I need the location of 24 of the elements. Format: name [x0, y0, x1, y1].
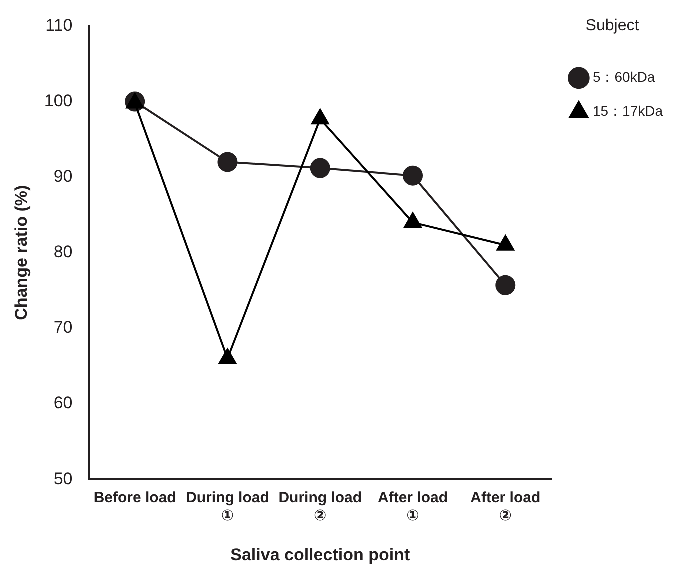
y-tick-label: 80: [54, 242, 73, 262]
point: [310, 158, 330, 178]
point: [496, 235, 514, 251]
x-tick-label: After load ②: [470, 490, 541, 525]
point: [403, 166, 423, 186]
legend-label: 15：17kDa: [592, 103, 664, 120]
point: [404, 212, 422, 228]
y-axis-title: Change ratio (%): [12, 185, 31, 320]
x-tick-label: After load ①: [378, 490, 448, 525]
y-tick-label: 70: [54, 318, 73, 338]
point: [218, 348, 237, 364]
point: [218, 152, 238, 172]
y-tick-label: 50: [54, 469, 73, 488]
y-tick-label: 100: [44, 91, 73, 110]
x-axis-title: Saliva collection point: [230, 545, 410, 564]
y-tick-label: 110: [46, 16, 73, 35]
x-tick-label: During load ①: [186, 490, 270, 525]
legend-label: 5：60kDa: [592, 69, 656, 86]
point: [496, 275, 516, 296]
y-tick-label: 90: [54, 167, 73, 186]
x-tick-label: Before load: [94, 490, 176, 507]
y-tick-label: 60: [54, 394, 73, 413]
legend-title: Subject: [586, 17, 640, 34]
x-tick-label: During load ②: [278, 490, 362, 525]
